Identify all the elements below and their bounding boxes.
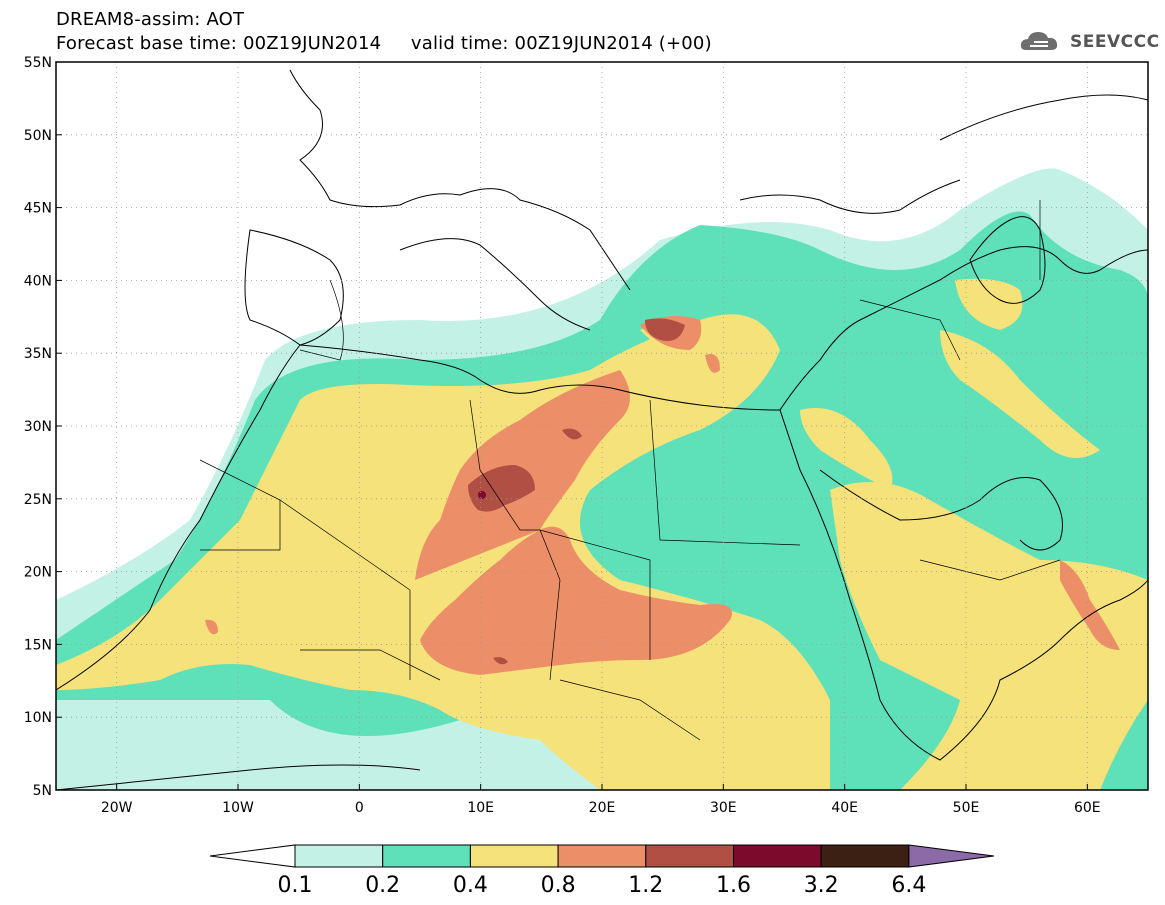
lat-tick-label: 35N (24, 346, 52, 362)
lat-tick-label: 30N (24, 419, 52, 435)
longitude-labels: 20W 10W 0 10E 20E 30E 40E 50E 60E (101, 784, 1101, 816)
map-title: DREAM8-assim: AOT (56, 9, 245, 30)
lat-tick-label: 15N (24, 637, 52, 653)
country-borders (199, 200, 1061, 741)
colorbar-swatch (294, 844, 384, 868)
forecast-time-subtitle: Forecast base time: 00Z19JUN2014 valid t… (56, 33, 712, 54)
lat-tick-label: 45N (24, 201, 52, 217)
lat-tick-label: 10N (24, 710, 52, 726)
aot-band-0.8 (205, 316, 1120, 675)
coastlines (56, 69, 1148, 790)
lat-tick-label: 20N (24, 565, 52, 581)
colorbar-level-label: 1.2 (628, 873, 663, 898)
colorbar-level-label: 0.2 (365, 873, 400, 898)
colorbar-level-label: 0.1 (278, 873, 313, 898)
aot-band-1.6 (478, 491, 486, 499)
lat-tick-label: 5N (33, 783, 52, 799)
colorbar-level-label: 1.6 (716, 873, 751, 898)
logo-text: SEEVCCC (1070, 32, 1160, 52)
colorbar-level-label: 3.2 (804, 873, 839, 898)
colorbar-level-label: 6.4 (891, 873, 926, 898)
lon-tick-label: 40E (831, 800, 858, 816)
lat-tick-label: 55N (24, 55, 52, 71)
lon-tick-label: 0 (355, 800, 364, 816)
colorbar-over-arrow (908, 844, 994, 868)
colorbar-swatch (469, 844, 559, 868)
lon-tick-label: 50E (953, 800, 980, 816)
lon-tick-label: 10E (467, 800, 494, 816)
lon-tick-label: 60E (1074, 800, 1101, 816)
graticule (56, 62, 1148, 790)
colorbar-swatch (382, 844, 471, 868)
colorbar-swatch (557, 844, 647, 868)
cloud-icon (1020, 32, 1058, 50)
lon-tick-label: 20W (101, 800, 133, 816)
colorbar-under-arrow (209, 844, 296, 868)
colorbar-swatch (820, 844, 910, 868)
colorbar-level-label: 0.8 (541, 873, 576, 898)
lon-tick-label: 30E (710, 800, 737, 816)
colorbar-swatch (645, 844, 734, 868)
lat-tick-label: 50N (24, 128, 52, 144)
lon-tick-label: 20E (589, 800, 616, 816)
lat-tick-label: 40N (24, 273, 52, 289)
colorbar-level-label: 0.4 (453, 873, 488, 898)
colorbar-legend: 0.1 0.2 0.4 0.8 1.2 1.6 3.2 6.4 (209, 844, 994, 898)
lon-tick-label: 10W (222, 800, 254, 816)
lat-tick-label: 25N (24, 492, 52, 508)
latitude-labels: 55N 50N 45N 40N 35N 30N 25N 20N 15N 10N 5N (24, 55, 62, 799)
colorbar-swatch (733, 844, 822, 868)
